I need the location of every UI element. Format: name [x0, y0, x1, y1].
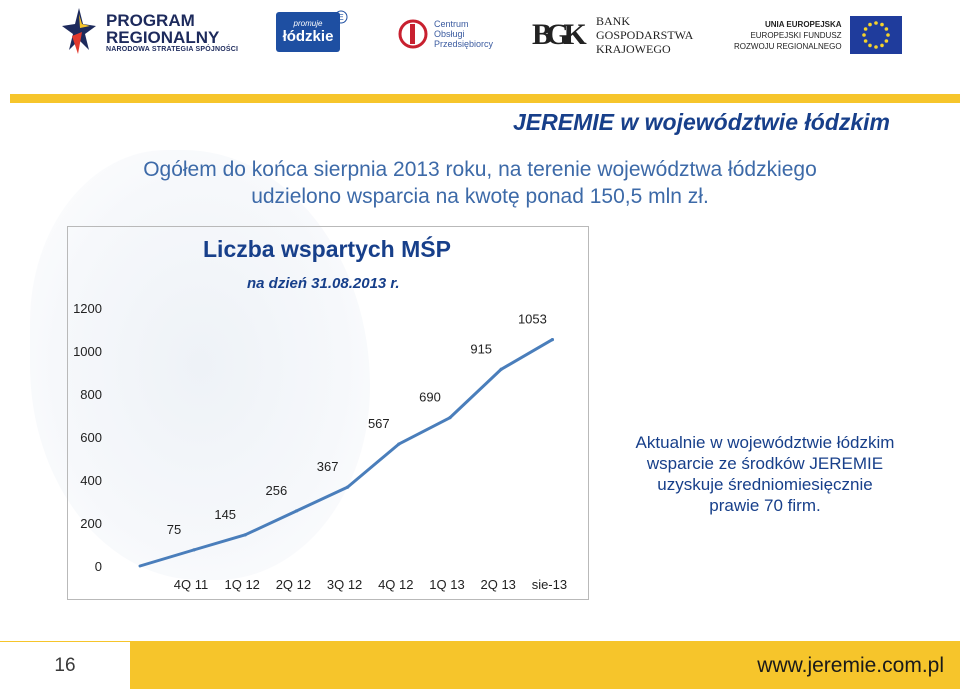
x-tick-label: 3Q 12: [327, 577, 362, 592]
data-label: 915: [470, 341, 492, 356]
y-tick-label: 1000: [73, 344, 102, 359]
data-label: 367: [317, 459, 339, 474]
side-note: Aktualnie w województwie łódzkim wsparci…: [600, 432, 930, 516]
page-title: JEREMIE w województwie łódzkim: [513, 109, 890, 135]
y-tick-label: 800: [80, 387, 102, 402]
program-logo-line1: PROGRAM: [106, 10, 195, 30]
ue-logo-line2: EUROPEJSKI FUNDUSZ: [750, 30, 842, 40]
y-tick-label: 1200: [73, 301, 102, 316]
x-tick-label: 1Q 12: [224, 577, 259, 592]
eu-star-icon: [884, 39, 888, 43]
footer-bar: [0, 641, 960, 689]
bank-logo-line1: BANK: [596, 14, 631, 28]
eu-star-icon: [879, 22, 884, 27]
cop-emblem-icon: [398, 19, 428, 49]
bgk-logo: BGK BANK GOSPODARSTWA KRAJOWEGO: [532, 14, 693, 56]
data-label: 256: [266, 483, 288, 498]
eu-star-icon: [884, 27, 888, 31]
data-point: [397, 442, 401, 446]
eu-star-icon: [879, 43, 884, 48]
centrum-obslugi-logo: Centrum Obsługi Przedsiębiorcy: [398, 16, 493, 52]
intro-text: Ogółem do końca sierpnia 2013 roku, na t…: [0, 156, 960, 210]
side-note-line-1: Aktualnie w województwie łódzkim: [635, 433, 895, 452]
eu-star-icon: [867, 43, 872, 48]
ue-logo-line1: UNIA EUROPEJSKA: [764, 19, 842, 29]
x-tick-label: 4Q 11: [174, 577, 208, 592]
ue-logo-line3: ROZWOJU REGIONALNEGO: [734, 41, 842, 51]
bgk-monogram: BGK: [532, 18, 587, 51]
star-emblem-icon: [62, 8, 96, 54]
side-note-line-3: uzyskuje średniomiesięcznie: [657, 475, 873, 494]
promuje-lodzkie-logo: promuje łódzkie E: [276, 10, 348, 52]
data-label: 1053: [518, 312, 547, 327]
x-tick-label: 4Q 12: [378, 577, 413, 592]
eu-star-icon: [863, 39, 867, 43]
eu-star-icon: [885, 33, 890, 37]
data-point: [346, 485, 350, 489]
y-tick-label: 0: [95, 559, 102, 574]
x-tick-label: 1Q 13: [429, 577, 464, 592]
data-point: [448, 416, 452, 420]
data-point: [550, 338, 555, 342]
data-point: [192, 548, 196, 552]
program-logo-sub: NARODOWA STRATEGIA SPÓJNOŚCI: [106, 45, 239, 53]
data-label: 690: [419, 390, 441, 405]
program-logo-line2: REGIONALNY: [106, 27, 220, 47]
bank-logo-line3: KRAJOWEGO: [596, 42, 671, 56]
bank-logo-line2: GOSPODARSTWA: [596, 28, 694, 42]
footer-url-link[interactable]: www.jeremie.com.pl: [757, 654, 944, 677]
eu-logo: UNIA EUROPEJSKA EUROPEJSKI FUNDUSZ ROZWO…: [734, 16, 902, 54]
lodzkie-logo-big: łódzkie: [282, 28, 334, 45]
page-number: 16: [0, 641, 130, 690]
chart-frame: [67, 226, 589, 600]
data-label: 567: [368, 416, 390, 431]
x-tick-label: 2Q 13: [480, 577, 515, 592]
data-point: [499, 367, 503, 371]
data-label: 75: [167, 522, 181, 537]
x-tick-label: sie-13: [532, 577, 567, 592]
centrum-logo-line2: Obsługi: [434, 29, 465, 39]
series-line: [138, 338, 554, 568]
y-tick-label: 600: [80, 430, 102, 445]
y-tick-label: 400: [80, 473, 102, 488]
side-note-line-2: wsparcie ze środków JEREMIE: [646, 454, 884, 473]
program-regionalny-logo: PROGRAM REGIONALNY NARODOWA STRATEGIA SP…: [60, 6, 238, 58]
side-note-line-4: prawie 70 firm.: [709, 496, 821, 515]
intro-line-1: Ogółem do końca sierpnia 2013 roku, na t…: [143, 158, 817, 181]
lodzkie-logo-small: promuje: [293, 19, 323, 28]
header-rule: [10, 94, 960, 103]
eu-star-icon: [863, 27, 867, 31]
data-point: [294, 509, 298, 513]
eu-star-icon: [867, 22, 872, 27]
eu-star-icon: [861, 33, 866, 37]
data-point: [243, 533, 247, 537]
eu-star-icon: [873, 45, 878, 49]
eu-star-icon: [873, 21, 878, 25]
trademark-icon: E: [334, 10, 348, 24]
centrum-logo-line1: Centrum: [434, 19, 469, 29]
intro-line-2: udzielono wsparcia na kwotę ponad 150,5 …: [251, 185, 709, 208]
svg-text:E: E: [338, 13, 343, 22]
logo-bar: PROGRAM REGIONALNY NARODOWA STRATEGIA SP…: [0, 0, 960, 80]
chart-title: Liczba wspartych MŚP: [203, 236, 451, 262]
eu-flag-icon: [849, 16, 902, 54]
centrum-logo-line3: Przedsiębiorcy: [434, 39, 494, 49]
region-map-watermark: [30, 150, 370, 580]
x-tick-label: 2Q 12: [276, 577, 311, 592]
data-label: 145: [214, 507, 236, 522]
chart-subtitle: na dzień 31.08.2013 r.: [247, 275, 400, 292]
y-tick-label: 200: [80, 516, 102, 531]
